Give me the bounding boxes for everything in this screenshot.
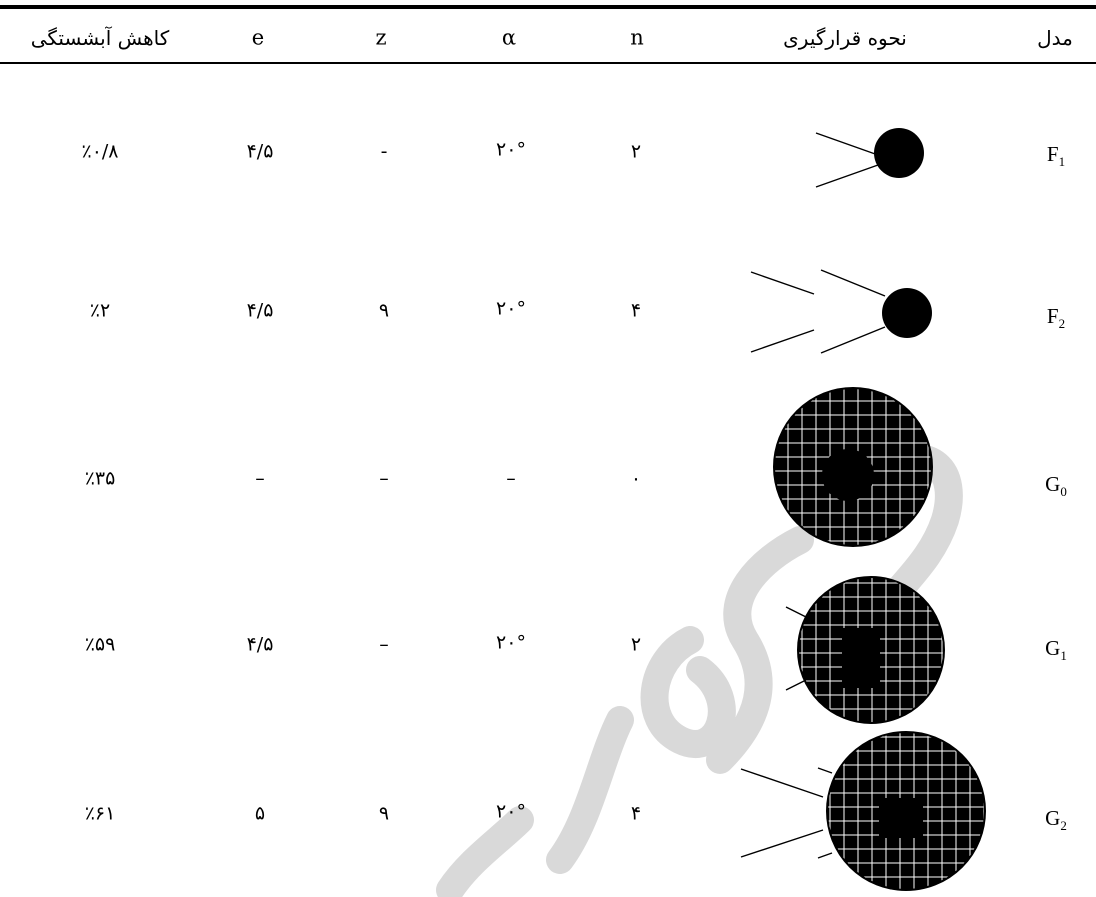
header-alpha: α	[501, 25, 517, 50]
row-4-z: –	[379, 633, 389, 656]
header-z: z	[375, 25, 387, 50]
header-arrangement: نحوه قرارگیری	[783, 26, 907, 50]
row-2-e: ۴/۵	[246, 299, 274, 322]
row-5-e: ۵	[254, 802, 266, 825]
row-1-z: -	[380, 140, 388, 163]
table-top-rule	[0, 5, 1096, 9]
header-e: e	[251, 25, 265, 50]
row-3-model: G0	[1045, 471, 1067, 500]
row-3-z: –	[379, 467, 389, 490]
header-n: n	[630, 25, 644, 50]
f2-pier-diagram	[750, 269, 932, 354]
header-scour-reduction: کاهش آبشستگی	[30, 26, 170, 50]
g1-pier-diagram	[785, 576, 945, 724]
row-5-reduction: ٪۶۱	[84, 802, 116, 825]
table-header-rule	[0, 62, 1096, 64]
row-4-n: ۲	[630, 633, 642, 656]
row-2-reduction: ٪۲	[89, 299, 111, 322]
row-3-e: –	[255, 467, 265, 490]
row-1-e: ۴/۵	[246, 140, 274, 163]
f1-pier-diagram	[815, 128, 924, 188]
row-3-reduction: ٪۳۵	[84, 467, 116, 490]
row-2-z: ۹	[378, 299, 390, 322]
row-4-reduction: ٪۵۹	[84, 633, 116, 656]
row-5-n: ۴	[630, 802, 642, 825]
row-3-alpha: –	[506, 467, 516, 490]
g0-pier-diagram	[773, 387, 933, 547]
row-2-alpha: ۲۰°	[496, 297, 526, 320]
row-2-model: F2	[1046, 303, 1066, 332]
row-5-z: ۹	[378, 802, 390, 825]
row-1-alpha: ۲۰°	[496, 138, 526, 161]
row-3-n: ۰	[630, 467, 642, 490]
row-1-model: F1	[1046, 141, 1066, 170]
row-1-n: ۲	[630, 140, 642, 163]
row-4-e: ۴/۵	[246, 633, 274, 656]
row-4-alpha: ۲۰°	[496, 631, 526, 654]
row-5-model: G2	[1045, 805, 1067, 834]
row-5-alpha: ۲۰°	[496, 800, 526, 823]
row-1-reduction: ٪۰/۸	[81, 140, 119, 163]
header-model: مدل	[1037, 26, 1073, 50]
g2-pier-diagram	[740, 731, 986, 891]
row-4-model: G1	[1045, 635, 1067, 664]
row-2-n: ۴	[630, 299, 642, 322]
